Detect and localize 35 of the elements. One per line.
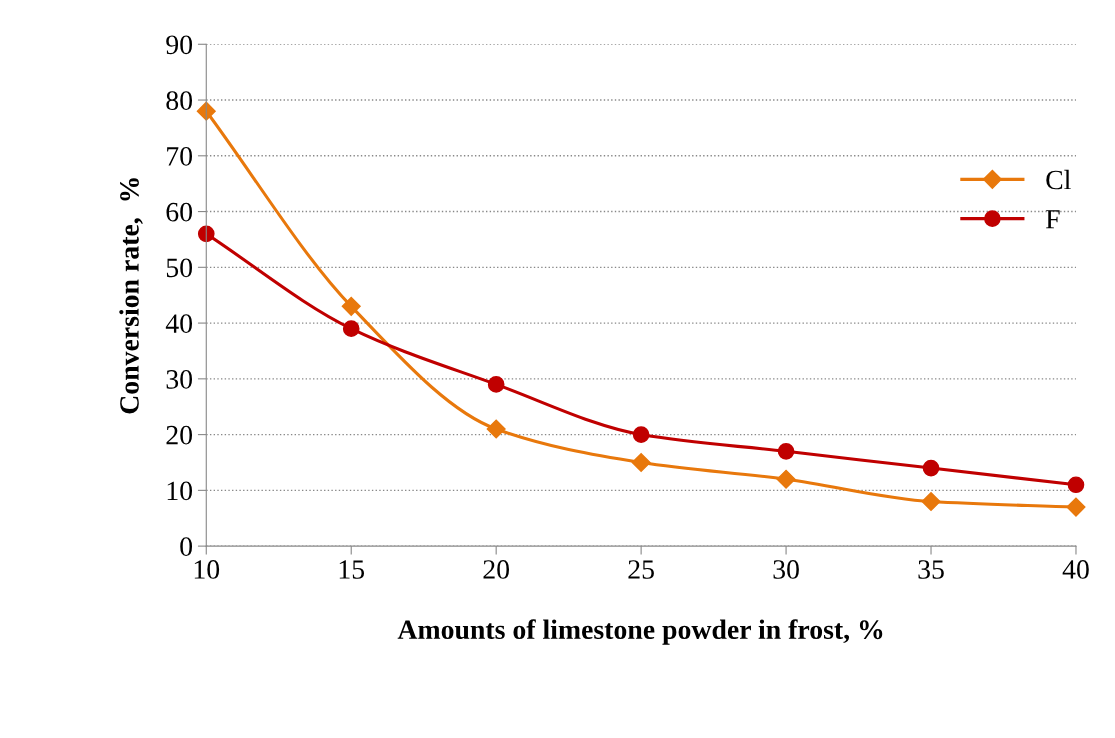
x-tick-label: 15 — [339, 560, 365, 579]
y-tick-label: 60 — [166, 202, 193, 222]
point — [777, 442, 795, 460]
legend-label: F — [1045, 210, 1060, 229]
y-tick-label: 10 — [167, 481, 193, 501]
point — [341, 296, 361, 316]
x-tick-label: 25 — [628, 560, 654, 579]
x-tick-label: 10 — [194, 560, 220, 579]
point — [1067, 476, 1085, 494]
y-tick-label: 50 — [166, 258, 193, 278]
point — [197, 225, 215, 243]
point — [776, 469, 796, 489]
point — [922, 459, 940, 477]
point — [632, 426, 650, 443]
x-axis-title: Amounts of limestone powder in frost, % — [397, 619, 883, 645]
point — [196, 101, 216, 121]
point — [342, 320, 360, 337]
y-tick-label: 90 — [166, 35, 193, 55]
y-tick-label: 80 — [166, 91, 193, 110]
legend-label: Cl — [1046, 169, 1071, 190]
y-tick-label: 30 — [166, 370, 193, 389]
y-tick-label: 40 — [165, 314, 193, 333]
y-tick-label: 70 — [167, 146, 193, 166]
x-tick-label: 30 — [773, 560, 799, 579]
point — [631, 452, 651, 473]
point — [921, 491, 941, 512]
y-axis-title: Conversion rate, % — [119, 178, 143, 414]
x-tick-label: 35 — [918, 560, 944, 579]
x-tick-label: 40 — [1062, 560, 1089, 579]
y-tick-label: 0 — [180, 537, 193, 557]
point — [1066, 497, 1086, 517]
point — [487, 376, 505, 393]
y-tick-label: 20 — [166, 425, 193, 445]
point — [486, 419, 506, 439]
x-tick-label: 20 — [483, 560, 509, 579]
